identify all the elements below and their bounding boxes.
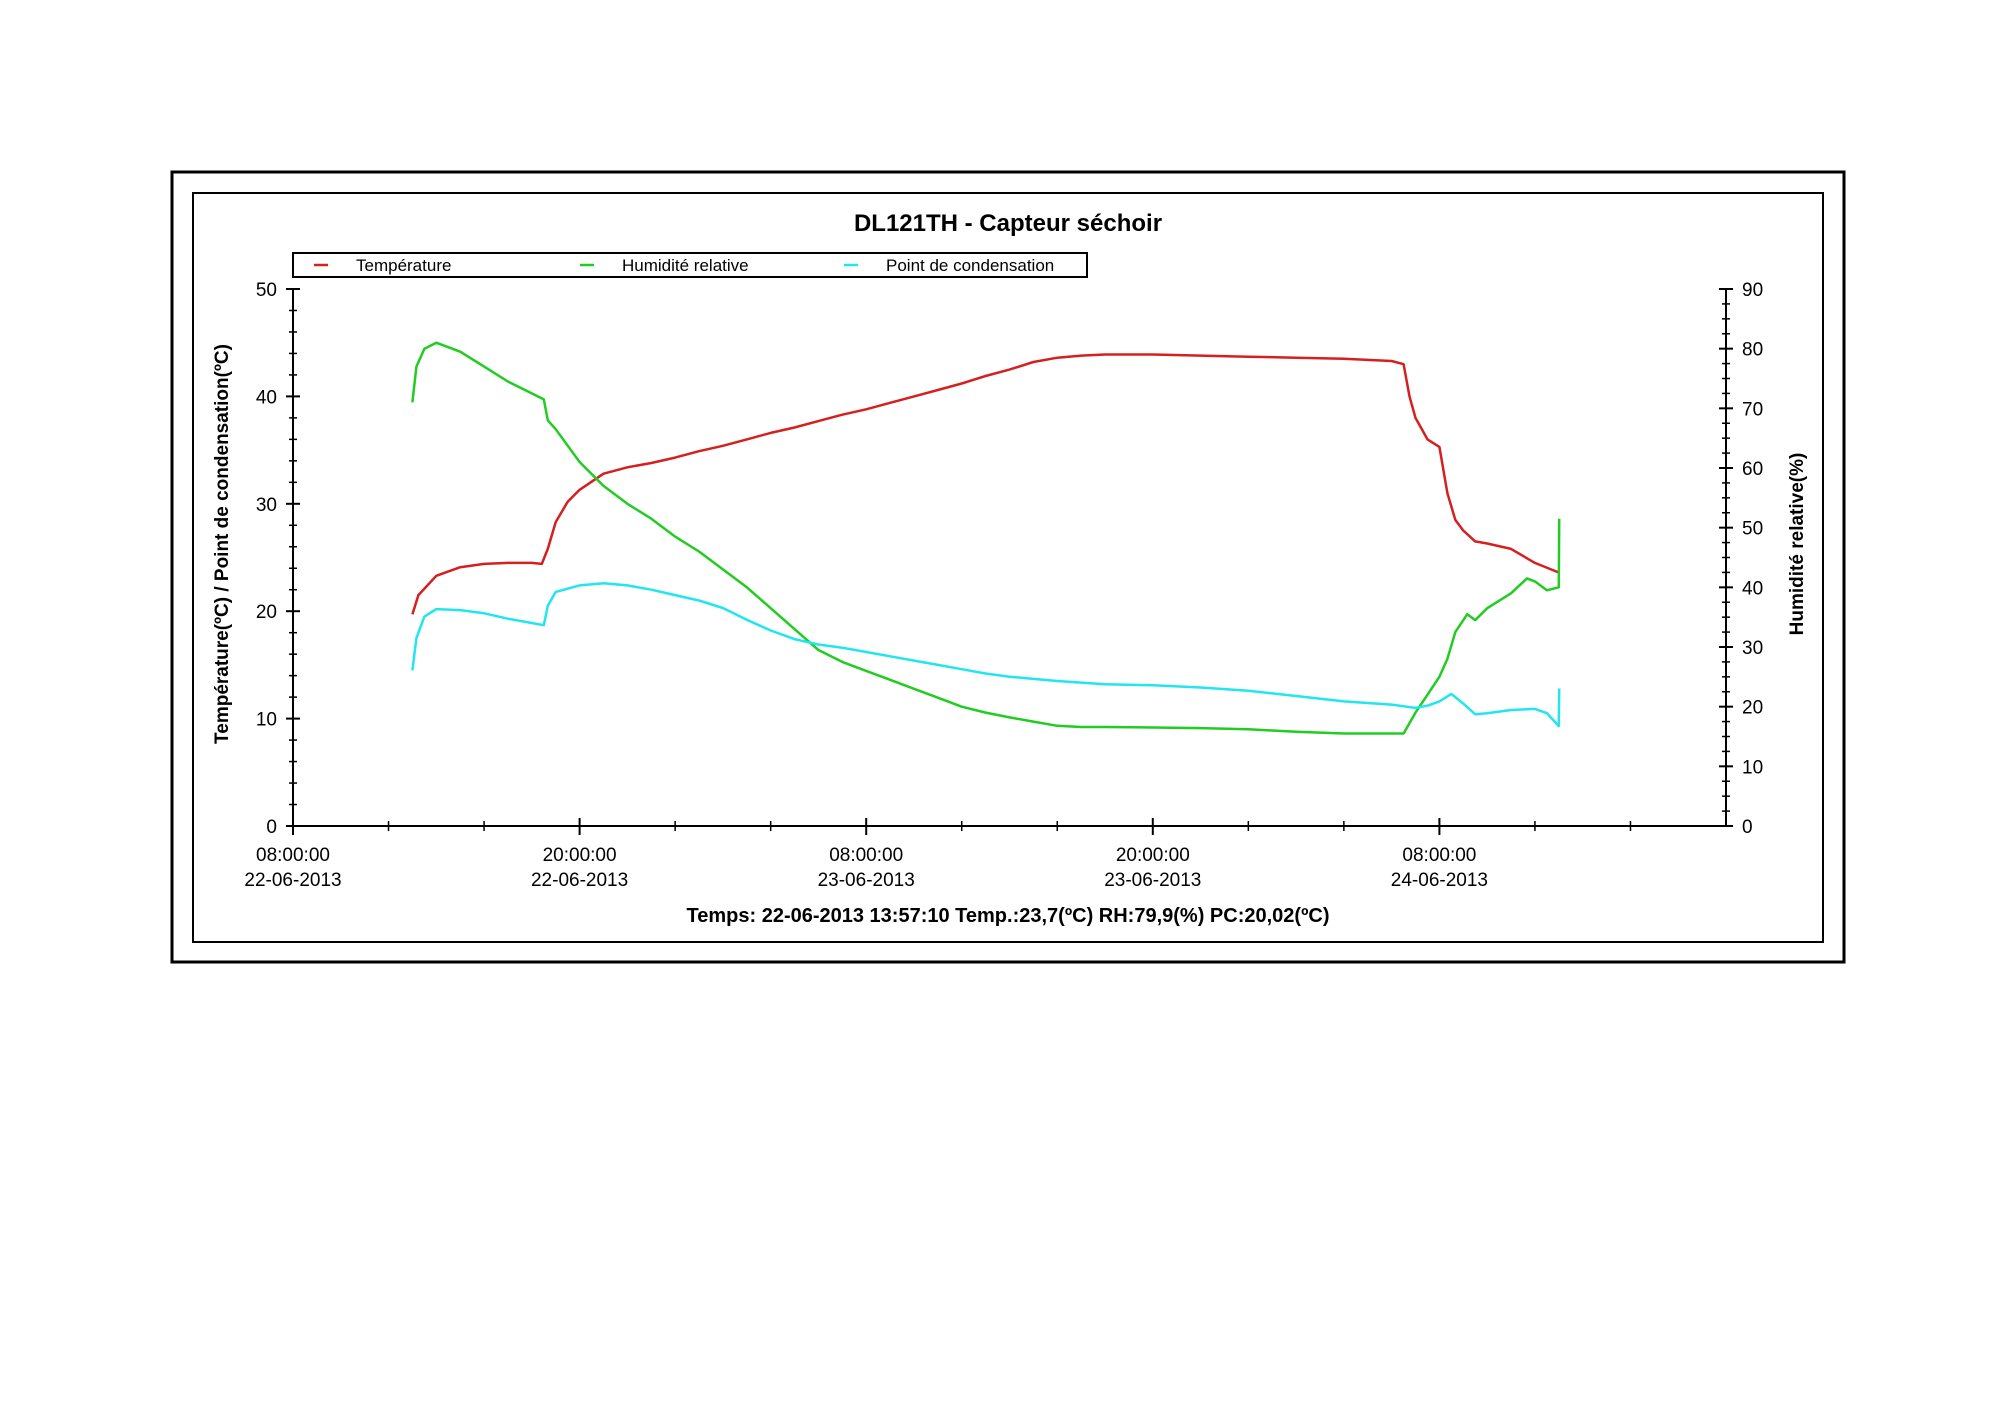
status-line: Temps: 22-06-2013 13:57:10 Temp.:23,7(ºC… (687, 905, 1330, 927)
y-left-tick-label: 0 (266, 817, 277, 838)
y-right-tick-label: 70 (1742, 399, 1763, 420)
y-right-tick-label: 50 (1742, 519, 1763, 540)
x-tick-label-time: 08:00:00 (256, 845, 330, 866)
y-left-tick-label: 10 (256, 710, 277, 731)
legend-label: Point de condensation (886, 256, 1054, 275)
y-right-tick-label: 30 (1742, 638, 1763, 659)
x-tick-label-date: 22-06-2013 (244, 870, 341, 891)
x-tick-label-time: 20:00:00 (543, 845, 617, 866)
legend: Température Humidité relative Point de con… (292, 252, 1088, 278)
y-left-tick-label: 20 (256, 602, 277, 623)
outer-frame (170, 170, 1846, 964)
y-right-tick-label: 40 (1742, 578, 1763, 599)
series-line (411, 353, 1560, 615)
y-left-tick-label: 40 (256, 387, 277, 408)
inner-frame (192, 192, 1824, 943)
x-tick-label-date: 23-06-2013 (1104, 870, 1201, 891)
x-tick-label-date: 22-06-2013 (531, 870, 628, 891)
series-line (411, 582, 1561, 728)
legend-box (292, 252, 1088, 278)
y-left-tick-label: 30 (256, 495, 277, 516)
y-right-tick-label: 90 (1742, 280, 1763, 301)
y-axis-right-title: Humidité relative(%) (1787, 453, 1808, 636)
x-tick-label-time: 08:00:00 (1402, 845, 1476, 866)
chart-title: DL121TH - Capteur séchoir (854, 210, 1162, 237)
x-tick-label-date: 24-06-2013 (1391, 870, 1488, 891)
y-right-tick-label: 20 (1742, 698, 1763, 719)
y-right-tick-label: 10 (1742, 757, 1763, 778)
series-line (411, 341, 1561, 735)
legend-label: Humidité relative (622, 256, 749, 275)
y-right-tick-label: 80 (1742, 340, 1763, 361)
legend-label: Température (356, 256, 451, 275)
x-tick-label-time: 20:00:00 (1116, 845, 1190, 866)
x-tick-label-time: 08:00:00 (829, 845, 903, 866)
y-right-tick-label: 60 (1742, 459, 1763, 480)
x-tick-label-date: 23-06-2013 (818, 870, 915, 891)
y-right-tick-label: 0 (1742, 817, 1753, 838)
y-axis-left-title: Température(ºC) / Point de condensation(… (212, 344, 233, 744)
y-left-tick-label: 50 (256, 280, 277, 301)
